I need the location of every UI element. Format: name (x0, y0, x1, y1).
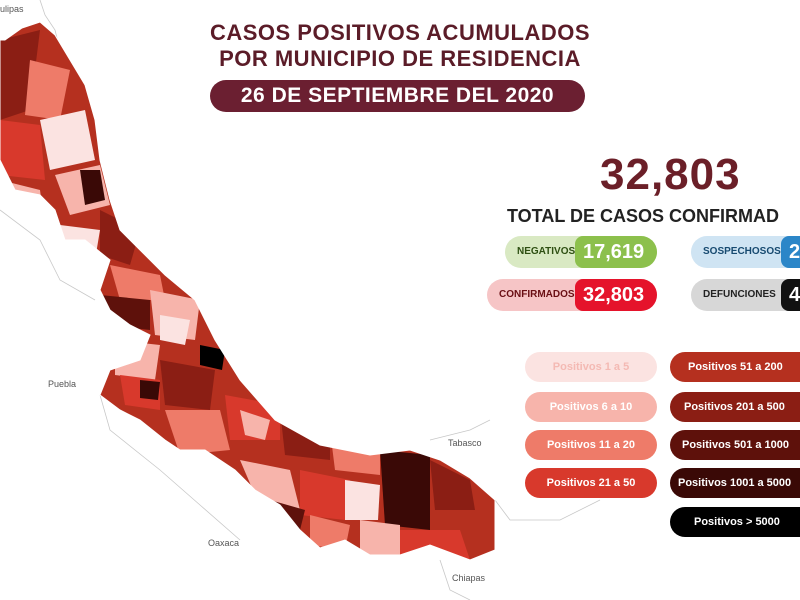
defunciones-label: DEFUNCIONES (703, 289, 776, 300)
negativos-label: NEGATIVOS (517, 246, 576, 257)
state-label-puebla: Puebla (48, 379, 77, 389)
legend-item-11-20: Positivos 11 a 20 (525, 430, 657, 460)
state-label-tamaulipas: ulipas (0, 4, 24, 14)
veracruz-outline (0, 21, 496, 561)
total-cases-number: 32,803 (600, 150, 741, 199)
defunciones-stat: DEFUNCIONES 4 (691, 279, 800, 311)
sospechosos-value: 2 (781, 236, 800, 268)
sospechosos-stat: SOSPECHOSOS 2 (691, 236, 800, 268)
legend-item-501-1000: Positivos 501 a 1000 (670, 430, 800, 460)
legend-item-6-10: Positivos 6 a 10 (525, 392, 657, 422)
confirmados-label: CONFIRMADOS (499, 289, 575, 300)
neighbor-boundaries (0, 0, 601, 600)
title-line-2: POR MUNICIPIO DE RESIDENCIA (219, 46, 581, 71)
legend-item-1001-5000: Positivos 1001 a 5000 (670, 468, 800, 498)
defunciones-value: 4 (781, 279, 800, 311)
legend-item-201-500: Positivos 201 a 500 (670, 392, 800, 422)
negativos-value: 17,619 (575, 236, 657, 268)
legend-item-51-200: Positivos 51 a 200 (670, 352, 800, 382)
total-cases-label: TOTAL DE CASOS CONFIRMAD (507, 206, 780, 226)
state-label-oaxaca: Oaxaca (208, 538, 240, 548)
negativos-stat: NEGATIVOS 17,619 (505, 236, 657, 268)
legend-item-21-50: Positivos 21 a 50 (525, 468, 657, 498)
title-line-1: CASOS POSITIVOS ACUMULADOS (209, 20, 591, 45)
sospechosos-label: SOSPECHOSOS (703, 246, 781, 257)
state-label-chiapas: Chiapas (452, 573, 486, 583)
date-badge: 26 DE SEPTIEMBRE DEL 2020 (210, 80, 585, 112)
state-label-tabasco: Tabasco (448, 438, 482, 448)
confirmados-value: 32,803 (575, 279, 657, 311)
legend-item-over-5000: Positivos > 5000 (670, 507, 800, 537)
confirmados-stat: CONFIRMADOS 32,803 (487, 279, 657, 311)
legend-item-1-5: Positivos 1 a 5 (525, 352, 657, 382)
